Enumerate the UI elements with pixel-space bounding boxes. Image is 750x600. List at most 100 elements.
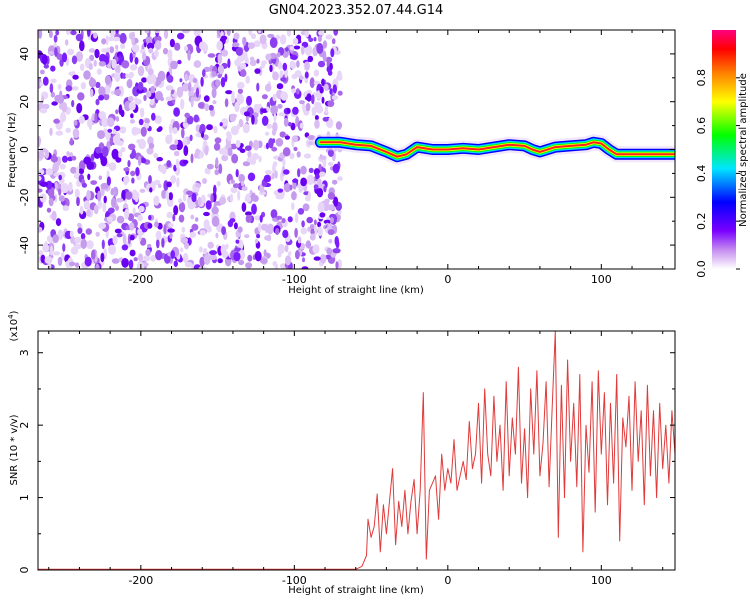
noise-blob <box>245 114 249 123</box>
noise-blob <box>129 119 136 124</box>
noise-blob <box>48 197 54 207</box>
noise-blob <box>111 148 119 160</box>
noise-blob <box>220 35 228 41</box>
noise-blob <box>271 146 278 152</box>
noise-blob <box>67 48 75 56</box>
noise-blob <box>270 209 278 219</box>
noise-blob <box>305 102 311 112</box>
noise-blob <box>310 229 315 235</box>
noise-blob <box>74 188 80 199</box>
noise-blob <box>235 239 240 244</box>
noise-blob <box>40 69 45 75</box>
noise-blob <box>74 262 80 268</box>
noise-blob <box>284 69 288 78</box>
noise-blob <box>41 96 45 104</box>
spectrogram-y-tick-label: -40 <box>18 236 31 254</box>
noise-blob <box>143 255 151 262</box>
noise-blob <box>258 222 262 232</box>
noise-blob <box>175 158 180 170</box>
noise-blob <box>169 144 178 151</box>
noise-blob <box>173 107 181 117</box>
noise-blob <box>187 81 192 92</box>
noise-blob <box>322 40 328 49</box>
noise-blob <box>38 136 41 147</box>
noise-blob <box>254 215 262 221</box>
noise-blob <box>131 44 140 53</box>
noise-blob <box>256 234 261 239</box>
noise-blob <box>59 163 66 170</box>
noise-blob <box>77 222 82 228</box>
noise-blob <box>333 196 339 207</box>
noise-blob <box>112 129 117 135</box>
noise-blob <box>182 137 188 148</box>
noise-blob <box>234 58 241 67</box>
noise-blob <box>167 49 173 60</box>
noise-blob <box>277 243 286 254</box>
noise-blob <box>193 83 197 92</box>
noise-blob <box>153 152 159 159</box>
noise-blob <box>176 177 180 188</box>
noise-blob <box>244 195 252 203</box>
noise-blob <box>327 100 335 107</box>
noise-blob <box>313 37 317 42</box>
noise-blob <box>40 181 48 187</box>
noise-blob <box>57 83 62 90</box>
snr-x-tick-label: 0 <box>444 574 451 587</box>
noise-blob <box>337 90 343 96</box>
noise-blob <box>180 98 185 110</box>
noise-blob <box>169 232 173 239</box>
noise-blob <box>215 232 219 239</box>
noise-blob <box>261 115 269 126</box>
noise-blob <box>190 214 195 220</box>
noise-blob <box>219 196 227 205</box>
noise-blob <box>141 77 147 83</box>
noise-blob <box>120 146 126 153</box>
noise-blob <box>216 40 223 51</box>
noise-blob <box>285 255 292 266</box>
noise-blob <box>284 244 289 253</box>
noise-blob <box>327 229 335 236</box>
noise-blob <box>254 251 262 262</box>
noise-blob <box>54 47 58 57</box>
noise-blob <box>233 32 240 40</box>
noise-blob <box>189 202 197 209</box>
noise-blob <box>287 216 293 223</box>
noise-blob <box>137 155 142 166</box>
noise-blob <box>160 96 164 102</box>
colorbar-ticks: 0.0 0.2 0.4 0.6 0.8 <box>695 69 740 278</box>
noise-blob <box>220 77 226 88</box>
noise-blob <box>166 160 172 168</box>
noise-blob <box>327 204 336 211</box>
noise-blob <box>52 234 59 244</box>
noise-blob <box>94 48 100 59</box>
noise-blob <box>329 88 333 95</box>
snr-y-multiplier-text: (x10 <box>9 319 20 342</box>
figure-title: GN04.2023.352.07.44.G14 <box>269 3 444 18</box>
noise-blob <box>60 251 65 261</box>
noise-blob <box>99 53 107 63</box>
noise-blob <box>195 148 200 156</box>
noise-blob <box>155 250 163 261</box>
noise-blob <box>178 201 186 213</box>
snr-y-multiplier: (x104) <box>7 310 20 341</box>
noise-blob <box>192 77 198 84</box>
noise-blob <box>292 106 299 115</box>
noise-blob <box>137 81 144 91</box>
noise-blob <box>42 103 50 110</box>
noise-blob <box>259 214 263 223</box>
noise-blob <box>276 83 284 90</box>
noise-blob <box>147 222 153 229</box>
noise-blob <box>209 250 218 256</box>
noise-blob <box>149 187 153 193</box>
noise-blob <box>97 199 103 210</box>
noise-blob <box>259 34 267 45</box>
noise-blob <box>324 198 330 204</box>
noise-blob <box>291 73 298 80</box>
noise-blob <box>183 145 189 157</box>
noise-blob <box>215 157 219 168</box>
noise-blob <box>109 135 114 147</box>
noise-blob <box>50 91 56 98</box>
noise-blob <box>197 102 205 109</box>
noise-blob <box>325 34 333 40</box>
noise-blob <box>283 117 289 127</box>
